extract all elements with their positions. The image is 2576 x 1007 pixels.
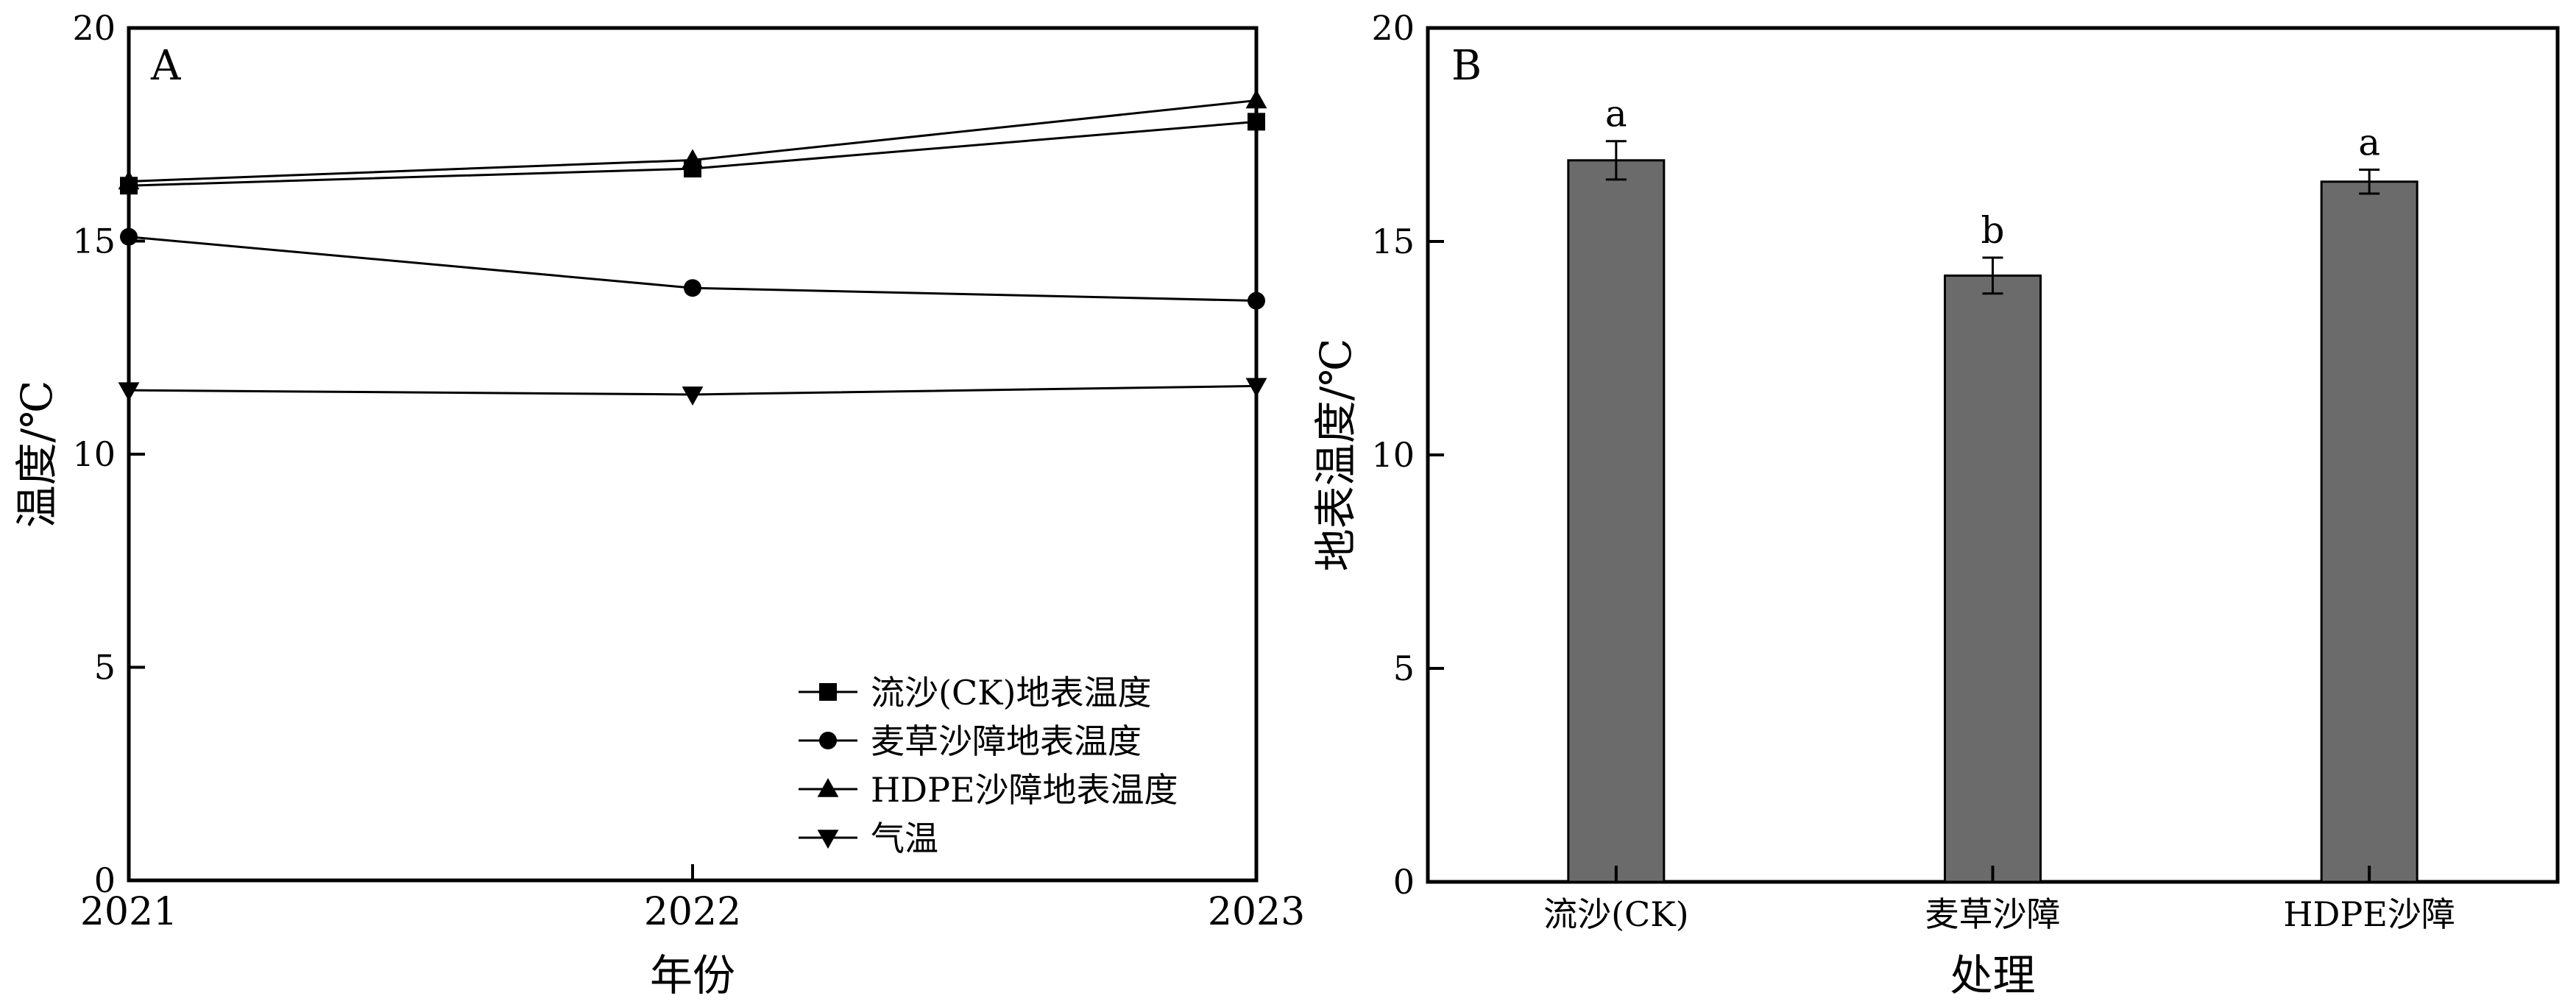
series-4-point [118, 382, 140, 402]
series-1-legend-marker [819, 683, 837, 701]
x-tick-label-b: 流沙(CK) [1543, 894, 1688, 934]
panel-label-a: A [150, 42, 181, 90]
panel-label-b: B [1451, 42, 1482, 90]
x-tick-label-a: 2022 [644, 890, 741, 934]
series-3-point [1245, 89, 1267, 109]
series-2-legend-label: 麦草沙障地表温度 [871, 721, 1142, 761]
series-1-point [1248, 113, 1265, 131]
bar-2 [1944, 274, 2042, 883]
y-tick-label-a: 20 [72, 8, 116, 48]
series-3-point [682, 149, 704, 169]
x-tick-label-b: 麦草沙障 [1925, 894, 2061, 934]
significance-label-3: a [2358, 121, 2380, 164]
series-4-legend-label: 气温 [871, 819, 938, 858]
series-3-legend-marker [817, 778, 839, 797]
series-2-point [1248, 292, 1265, 310]
series-4-point [1245, 378, 1267, 398]
significance-label-2: b [1981, 209, 2004, 252]
series-4-legend-marker [817, 830, 839, 849]
y-tick-label-a: 10 [72, 434, 116, 474]
series-1-legend-label: 流沙(CK)地表温度 [871, 673, 1151, 713]
panel-b-bar-chart: 0 5 10 15 20 处理 地表温度/℃ Ba 流沙(CK) b 麦草沙障 a HDPE沙障 [1311, 8, 2560, 1000]
x-axis-title-b: 处理 [1950, 950, 2035, 1000]
x-axis-title-a: 年份 [650, 950, 735, 1000]
series-3-legend-label: HDPE沙障地表温度 [871, 770, 1178, 810]
series-2-point [120, 227, 138, 246]
series-4-point [682, 386, 704, 406]
y-tick-label-a: 15 [72, 222, 116, 261]
x-tick-label-b: HDPE沙障 [2283, 894, 2455, 934]
y-tick-label-b: 0 [1393, 862, 1415, 902]
bar-1 [1567, 159, 1666, 883]
y-axis-title-a: 温度/℃ [12, 381, 62, 528]
series-3-point [118, 170, 140, 190]
bar-3 [2320, 180, 2418, 883]
y-axis-title-b: 地表温度/℃ [1311, 339, 1361, 571]
series-2-legend-marker [819, 732, 837, 749]
x-tick-label-a: 2023 [1208, 890, 1305, 934]
x-tick-label-a: 2021 [80, 890, 177, 934]
y-tick-label-b: 10 [1371, 435, 1415, 475]
series-2-point [684, 279, 701, 297]
panel-a-line-chart: 0 5 10 15 20 2021 2022 2023 年份 温度/℃ A 流沙(CK)地表温度麦草沙… [12, 8, 1305, 1000]
y-tick-label-a: 0 [94, 861, 116, 900]
y-tick-label-a: 5 [94, 648, 116, 688]
y-tick-label-b: 15 [1371, 222, 1415, 261]
y-tick-label-b: 5 [1393, 649, 1415, 688]
significance-label-1: a [1605, 93, 1627, 135]
y-tick-label-b: 20 [1371, 8, 1415, 48]
